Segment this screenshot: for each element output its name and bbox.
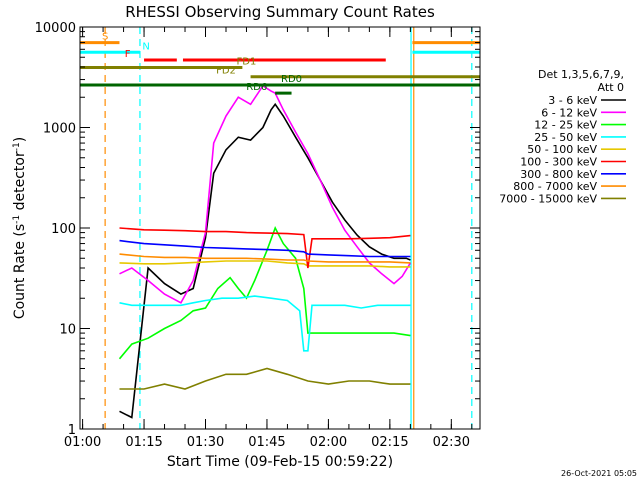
legend-label: 3 - 6 keV — [548, 94, 597, 107]
flag-label: RD0 — [281, 74, 302, 85]
flag-label: N — [142, 41, 149, 52]
flag-label: FD1 — [237, 57, 257, 68]
flag-label: FD2 — [216, 66, 236, 77]
x-tick-label: 02:15 — [371, 435, 408, 450]
legend-label: 300 - 800 keV — [520, 168, 597, 181]
series-line-1 — [119, 102, 411, 419]
y-tick-label: 10 — [59, 323, 76, 338]
x-axis: 01:00 01:15 01:30 01:45 02:00 02:15 02:30 — [64, 27, 473, 450]
series-line-4 — [119, 295, 411, 352]
x-axis-title: Start Time (09-Feb-15 00:59:22) — [167, 454, 393, 470]
y-axis: 1 10 100 1000 10000 — [35, 21, 480, 438]
legend-label: 25 - 50 keV — [534, 131, 597, 144]
vline-layer — [104, 27, 473, 429]
x-tick-label: 01:00 — [64, 435, 101, 450]
legend-label: 100 - 300 keV — [520, 156, 597, 169]
series-line-6 — [119, 227, 411, 269]
x-tick-label: 02:00 — [310, 435, 347, 450]
x-tick-label: 01:45 — [248, 435, 285, 450]
legend-label: 800 - 7000 keV — [513, 180, 597, 193]
generated-date: 26-Oct-2021 05:05 — [561, 469, 637, 478]
series-line-5 — [119, 260, 411, 268]
legend-label: 6 - 12 keV — [541, 106, 597, 119]
series-line-9 — [119, 367, 411, 390]
flag-label: RD6 — [246, 82, 267, 93]
legend-label: 50 - 100 keV — [527, 143, 597, 156]
flag-label: S — [102, 32, 108, 43]
y-tick-label: 100 — [51, 222, 76, 237]
x-tick-label: 01:30 — [187, 435, 224, 450]
x-tick-label: 01:15 — [125, 435, 162, 450]
series-line-8 — [119, 253, 411, 264]
legend-label: 7000 - 15000 keV — [499, 192, 597, 205]
y-tick-label: 1 — [68, 423, 76, 438]
legend-label: 12 - 25 keV — [534, 119, 597, 132]
series-line-2 — [119, 84, 412, 304]
x-tick-label: 02:30 — [433, 435, 470, 450]
legend-header-attenuator: Att 0 — [598, 81, 624, 94]
legend-header-detectors: Det 1,3,5,6,7,9, — [538, 68, 624, 81]
y-axis-title: Count Rate (s-1 detector-1) — [12, 137, 28, 319]
series-layer — [118, 84, 412, 419]
chart-title: RHESSI Observing Summary Count Rates — [125, 3, 435, 21]
y-tick-label: 1000 — [43, 122, 76, 137]
flag-label: F — [125, 49, 131, 60]
series-line-3 — [118, 226, 411, 360]
y-tick-label: 10000 — [35, 21, 76, 36]
series-line-7 — [119, 239, 411, 258]
